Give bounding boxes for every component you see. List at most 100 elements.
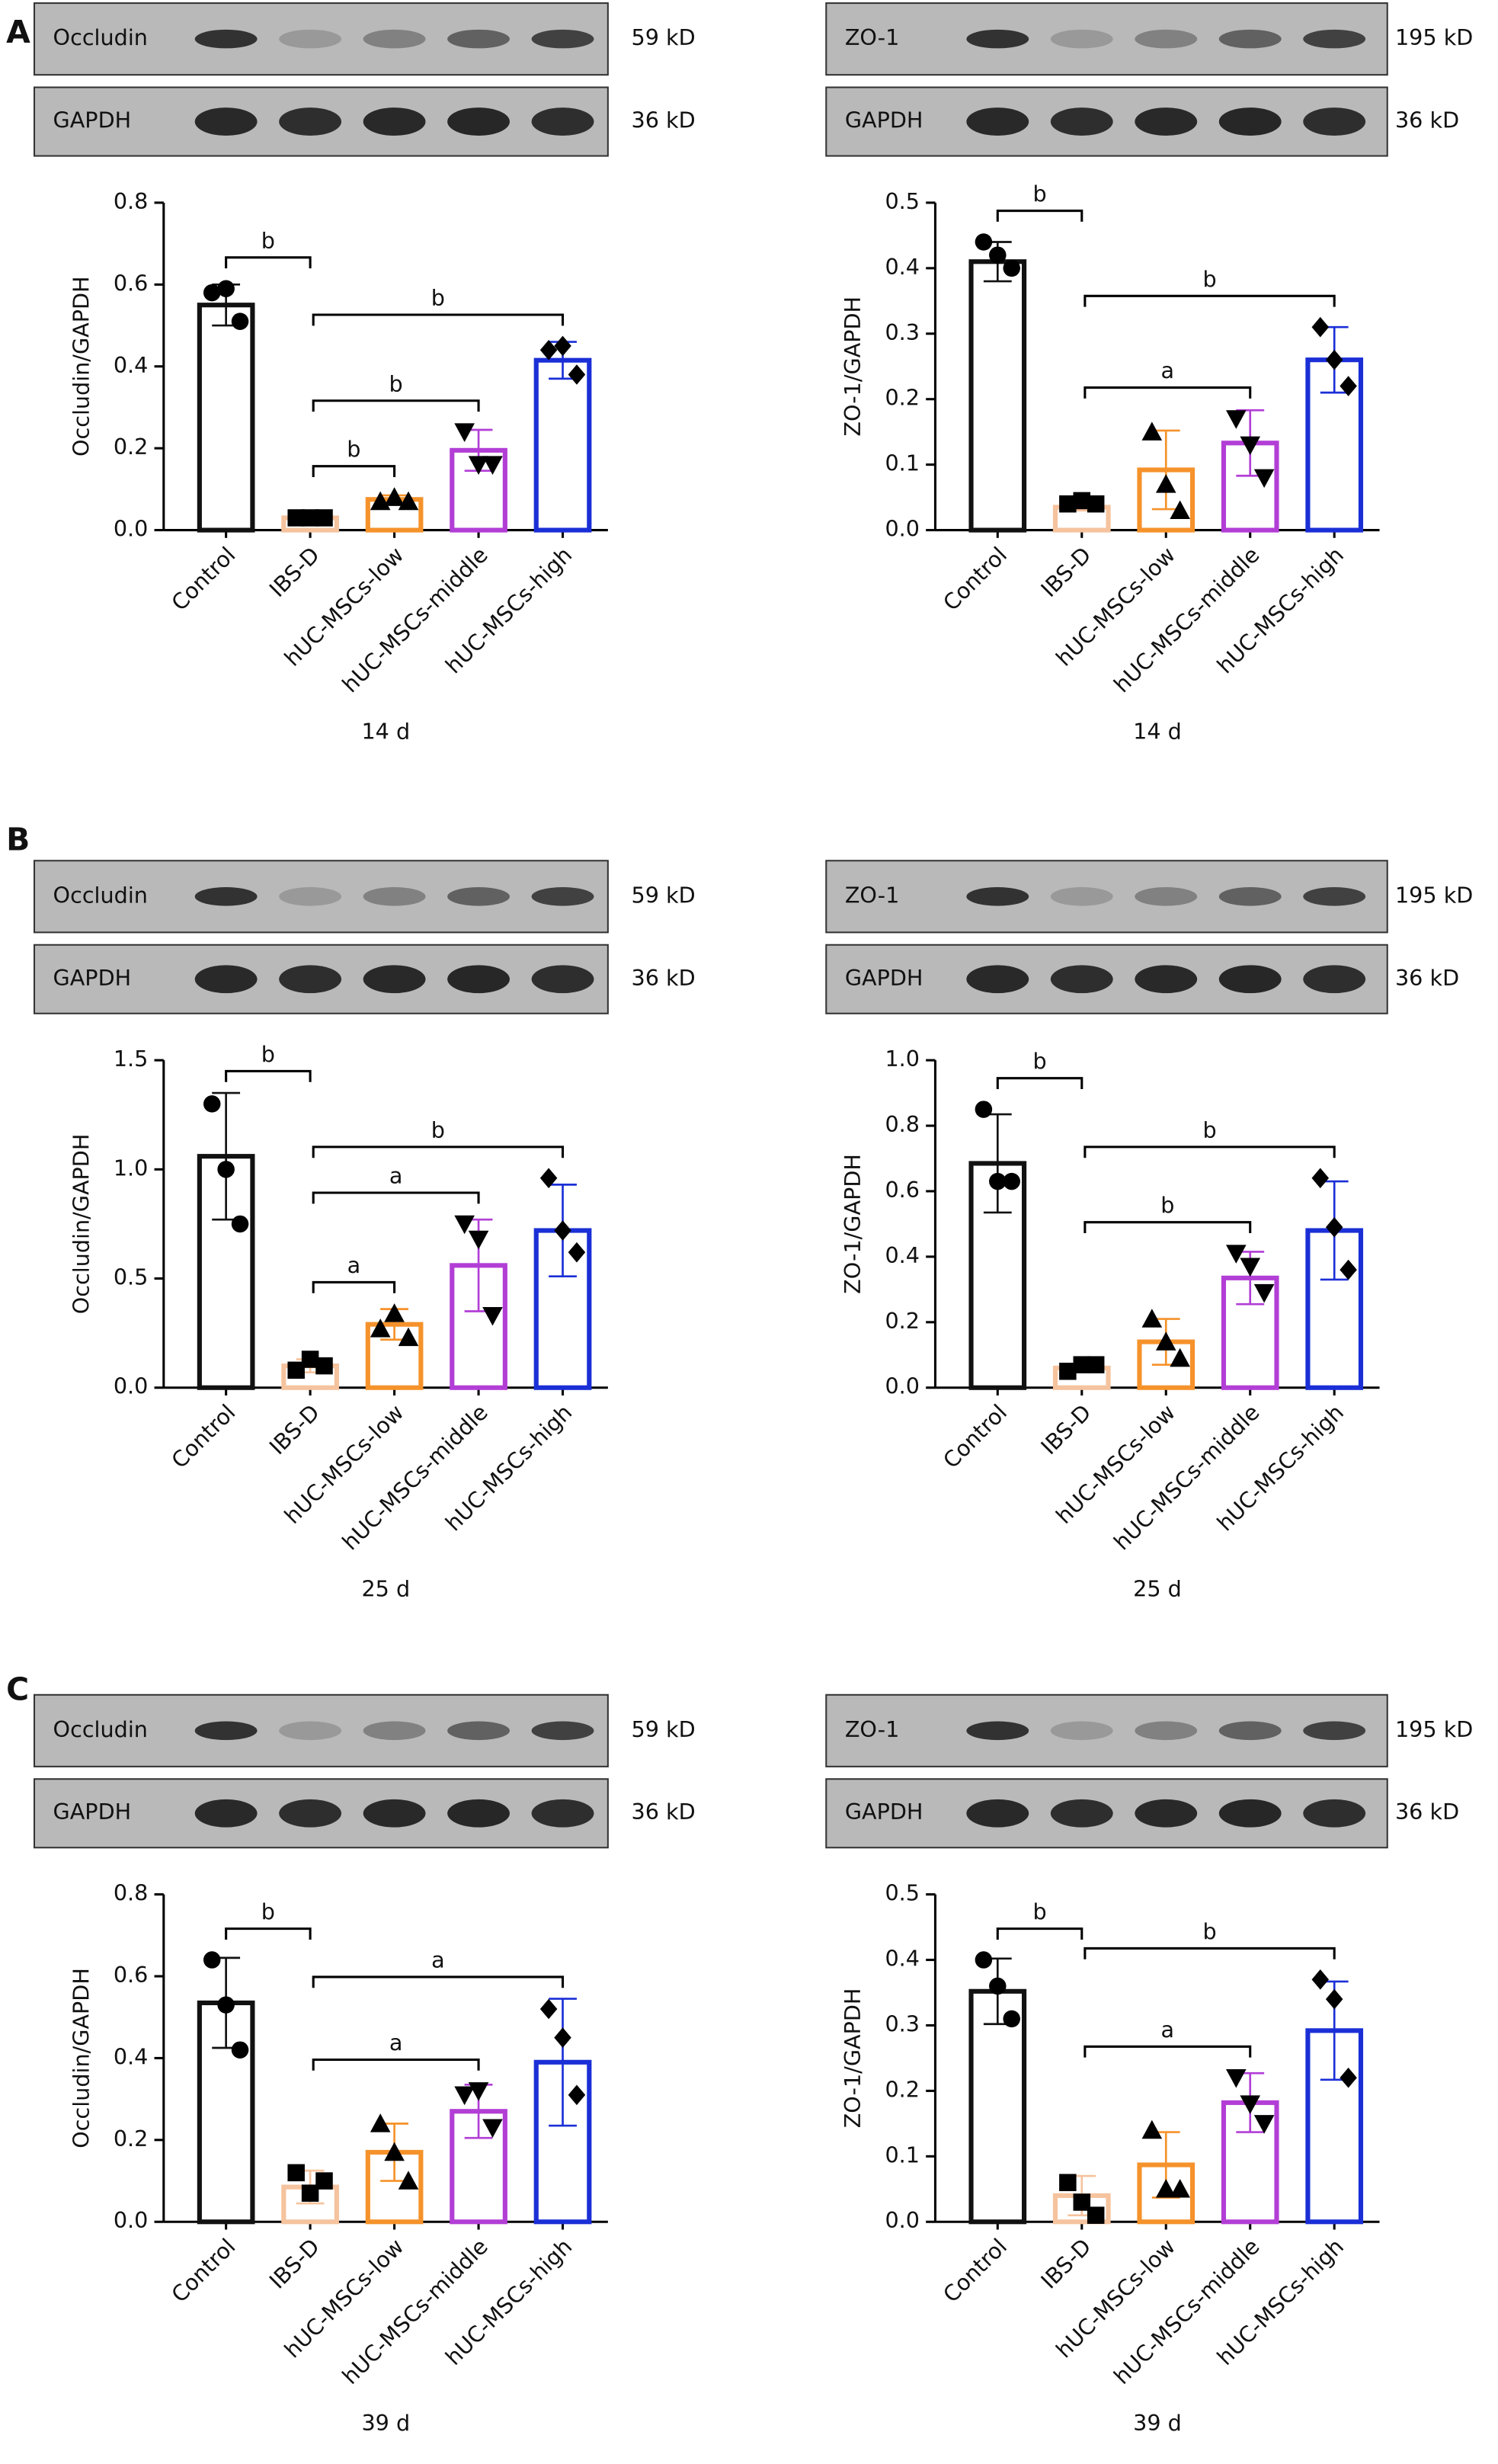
- blot-band: [966, 1799, 1029, 1828]
- data-point: [1003, 259, 1020, 277]
- blot-band: [194, 887, 258, 906]
- blot-size: 36 kD: [632, 107, 696, 133]
- data-point: [1155, 1331, 1176, 1351]
- blot-band: [966, 29, 1029, 49]
- data-point: [287, 2164, 305, 2182]
- blot-band: [1050, 29, 1113, 49]
- data-point: [539, 339, 558, 360]
- blot-size: 36 kD: [1395, 1799, 1459, 1825]
- y-tick-label: 0.3: [885, 319, 920, 345]
- data-point: [975, 1951, 993, 1969]
- data-point: [1325, 1988, 1343, 2010]
- bar: [1305, 357, 1364, 533]
- blot-band: [1050, 1799, 1113, 1828]
- blot-label: GAPDH: [53, 965, 132, 991]
- blot-label: Occludin: [53, 1716, 148, 1742]
- blot-label: ZO-1: [845, 882, 899, 908]
- blot-band: [447, 965, 510, 994]
- blot-size: 195 kD: [1395, 24, 1473, 50]
- data-point: [1325, 1216, 1343, 1238]
- data-point: [1141, 2120, 1163, 2139]
- data-point: [1155, 2178, 1176, 2198]
- data-point: [975, 1101, 993, 1118]
- data-point: [301, 2184, 319, 2202]
- blot-band: [1135, 1799, 1198, 1828]
- blot-size: 59 kD: [632, 882, 696, 908]
- blot-band: [1135, 965, 1198, 994]
- significance-label: b: [1032, 181, 1046, 207]
- significance-label: b: [1202, 266, 1216, 292]
- data-point: [454, 2086, 475, 2106]
- significance-bracket: [312, 313, 565, 326]
- blot-size: 36 kD: [1395, 107, 1459, 133]
- data-point: [1325, 349, 1343, 370]
- data-point: [1253, 1283, 1275, 1303]
- data-point: [975, 233, 993, 251]
- data-point: [384, 487, 405, 506]
- panel-label: C: [6, 1671, 29, 1708]
- data-point: [315, 2172, 333, 2190]
- blot-band: [363, 1799, 426, 1828]
- data-point: [217, 1996, 235, 2014]
- x-axis-label: 25 d: [1133, 1576, 1182, 1602]
- data-point: [1073, 2193, 1091, 2211]
- blot-band: [1218, 965, 1282, 994]
- x-tick-label: IBS-D: [1035, 2233, 1096, 2293]
- bar: [533, 357, 592, 533]
- data-point: [1170, 1347, 1190, 1367]
- x-tick-label: Control: [938, 1399, 1012, 1473]
- blot-size: 195 kD: [1395, 882, 1473, 908]
- y-tick-label: 0.5: [114, 1264, 149, 1290]
- y-tick-label: 1.5: [114, 1046, 149, 1072]
- data-point: [468, 2082, 489, 2101]
- x-axis-label: 25 d: [361, 1576, 410, 1602]
- blot-band: [194, 1721, 258, 1741]
- y-axis-label: Occludin/GAPDH: [68, 1968, 94, 2148]
- y-axis-label: ZO-1/GAPDH: [840, 1154, 866, 1294]
- blot-band: [1135, 107, 1198, 136]
- x-tick-label: Control: [166, 1399, 240, 1473]
- blot-size: 36 kD: [632, 965, 696, 991]
- bar: [197, 2000, 255, 2225]
- data-point: [203, 1095, 221, 1113]
- data-point: [454, 1215, 475, 1235]
- y-tick-label: 0.4: [885, 1946, 920, 1972]
- blot-band: [966, 107, 1029, 136]
- y-tick-label: 0.4: [114, 2043, 149, 2069]
- significance-bracket: [312, 1975, 565, 1988]
- data-point: [231, 1215, 249, 1233]
- blot-band: [194, 965, 258, 994]
- y-tick-label: 0.1: [885, 2142, 920, 2168]
- blot-band: [194, 29, 258, 49]
- significance-label: b: [261, 1898, 275, 1924]
- data-point: [1059, 1363, 1077, 1380]
- significance-label: a: [1161, 2017, 1175, 2043]
- x-tick-label: Control: [166, 542, 240, 616]
- significance-label: b: [1032, 1048, 1046, 1074]
- x-axis-label: 14 d: [361, 719, 410, 745]
- data-point: [1170, 2178, 1190, 2198]
- data-point: [1253, 469, 1275, 489]
- significance-label: a: [1161, 357, 1175, 383]
- data-point: [1240, 436, 1261, 456]
- blot-band: [966, 887, 1029, 906]
- y-tick-label: 1.0: [885, 1046, 920, 1072]
- data-point: [1073, 1356, 1091, 1373]
- blot-label: Occludin: [53, 24, 148, 50]
- bar: [968, 1988, 1027, 2225]
- significance-bracket: [312, 399, 480, 412]
- data-point: [217, 280, 235, 297]
- significance-bracket: [1083, 294, 1336, 307]
- blot-band: [1218, 1799, 1282, 1828]
- significance-bracket: [225, 1069, 312, 1082]
- x-tick-label: Control: [166, 2233, 240, 2307]
- significance-bracket: [225, 256, 312, 269]
- data-point: [301, 509, 319, 527]
- x-axis-label: 39 d: [1133, 2410, 1182, 2436]
- blot-band: [531, 887, 594, 906]
- y-tick-label: 0.2: [885, 1308, 920, 1334]
- blot-band: [966, 1721, 1029, 1741]
- significance-label: b: [389, 370, 403, 396]
- y-tick-label: 0.0: [885, 2207, 920, 2233]
- data-point: [468, 456, 489, 475]
